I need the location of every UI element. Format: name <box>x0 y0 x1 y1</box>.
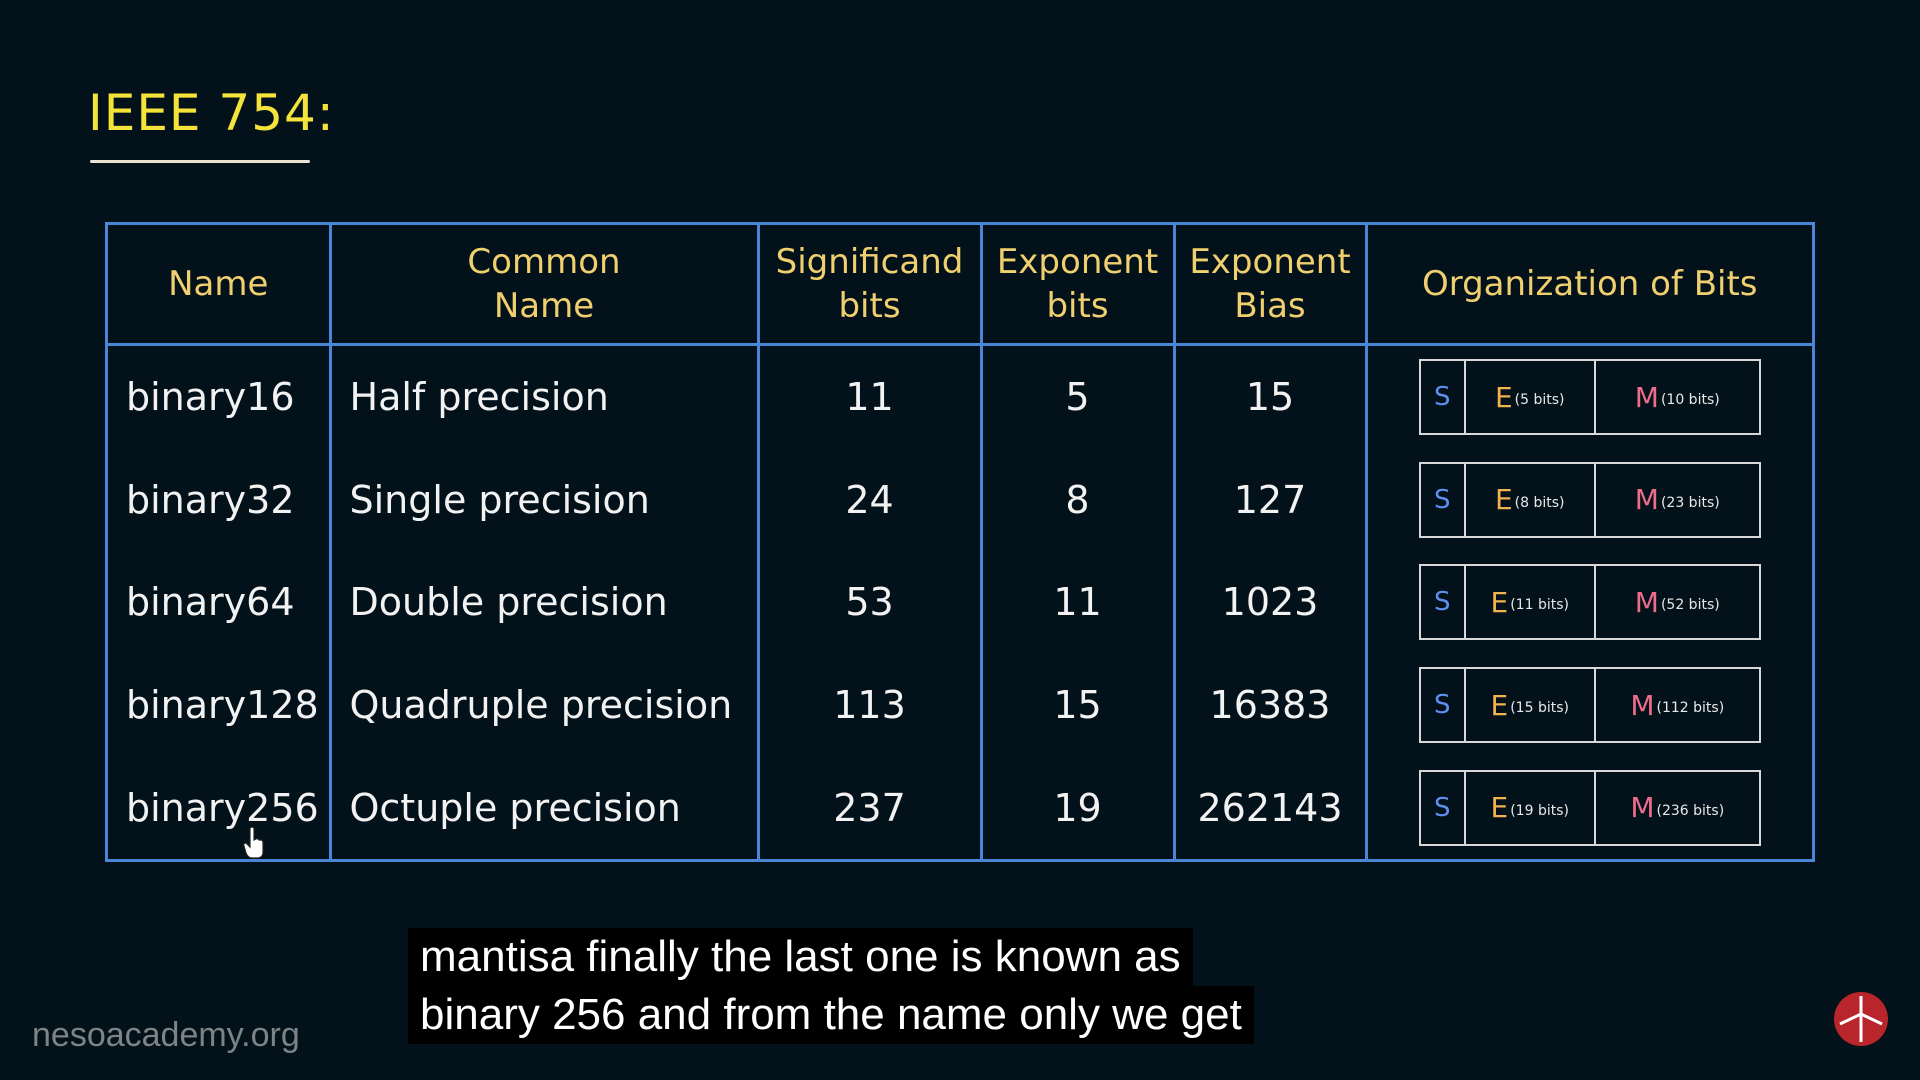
bit-layout-diagram: S E (5 bits) M (10 bits) <box>1418 359 1761 436</box>
cell-name: binary128 <box>126 683 319 728</box>
cell-exponent: 19 <box>979 756 1174 859</box>
cell-bias: 262143 <box>1172 756 1366 859</box>
neso-logo-icon <box>1834 992 1888 1046</box>
ieee754-table: Name Common Name Significand bits Exponent… <box>105 222 1815 862</box>
cell-common-name: Half precision <box>328 344 758 449</box>
subtitle-caption: mantisa finally the last one is known as… <box>408 928 1328 1044</box>
bit-layout-diagram: S E (19 bits) M (236 bits) <box>1418 769 1761 846</box>
header-significand-bits: Significand bits <box>756 225 981 346</box>
mantissa-segment: M (112 bits) <box>1630 688 1725 722</box>
cell-organization: S E (11 bits) M (52 bits) <box>1364 551 1812 654</box>
mantissa-segment: M (236 bits) <box>1630 791 1725 825</box>
bit-layout-diagram: S E (8 bits) M (23 bits) <box>1418 461 1761 538</box>
exponent-segment: E (5 bits) <box>1466 361 1596 434</box>
sign-bit-segment: S <box>1421 566 1466 639</box>
header-exponent-bits: Exponent bits <box>979 225 1174 346</box>
cell-name: binary32 <box>126 477 295 522</box>
cell-common-name: Double precision <box>328 551 758 654</box>
mantissa-segment: M (23 bits) <box>1634 483 1720 517</box>
caption-line-2: binary 256 and from the name only we get <box>408 986 1254 1044</box>
slide-title: IEEE 754: <box>88 84 335 142</box>
cell-name: binary64 <box>126 580 295 625</box>
exponent-segment: E (11 bits) <box>1466 566 1596 639</box>
cell-name: binary16 <box>126 375 295 420</box>
title-underline <box>90 160 310 163</box>
cell-bias: 1023 <box>1172 551 1366 654</box>
cell-common-name: Octuple precision <box>328 756 758 859</box>
cell-organization: S E (15 bits) M (112 bits) <box>1364 653 1812 757</box>
cell-bias: 15 <box>1172 344 1366 449</box>
exponent-segment: E (19 bits) <box>1466 771 1596 844</box>
header-exponent-bias: Exponent Bias <box>1172 225 1366 346</box>
cell-exponent: 11 <box>979 551 1174 654</box>
sign-bit-segment: S <box>1421 361 1466 434</box>
header-row: Name Common Name Significand bits Exponent… <box>108 225 1812 346</box>
formats-table: Name Common Name Significand bits Exponent… <box>108 225 1812 859</box>
table-row: binary64 Double precision 53 11 1023 S E… <box>108 551 1812 654</box>
cell-significand: 113 <box>756 653 981 757</box>
table-row: binary16 Half precision 11 5 15 S E (5 bi… <box>108 344 1812 449</box>
cell-significand: 11 <box>756 344 981 449</box>
cell-bias: 127 <box>1172 448 1366 552</box>
table-row: binary128 Quadruple precision 113 15 163… <box>108 653 1812 757</box>
mantissa-segment: M (52 bits) <box>1634 585 1720 619</box>
cell-common-name: Single precision <box>328 448 758 552</box>
exponent-segment: E (15 bits) <box>1466 669 1596 742</box>
cell-name: binary256 <box>126 785 319 830</box>
cell-significand: 53 <box>756 551 981 654</box>
cell-organization: S E (5 bits) M (10 bits) <box>1364 344 1812 449</box>
cell-bias: 16383 <box>1172 653 1366 757</box>
cell-exponent: 5 <box>979 344 1174 449</box>
bit-layout-diagram: S E (15 bits) M (112 bits) <box>1418 667 1761 744</box>
hand-pointer-icon <box>243 826 264 859</box>
cell-exponent: 15 <box>979 653 1174 757</box>
header-organization: Organization of Bits <box>1364 225 1812 346</box>
cell-organization: S E (19 bits) M (236 bits) <box>1364 756 1812 859</box>
table-row: binary256 Octuple precision 237 19 26214… <box>108 756 1812 859</box>
cell-organization: S E (8 bits) M (23 bits) <box>1364 448 1812 552</box>
cell-exponent: 8 <box>979 448 1174 552</box>
cell-significand: 24 <box>756 448 981 552</box>
watermark: nesoacademy.org <box>32 1016 300 1054</box>
cell-common-name: Quadruple precision <box>328 653 758 757</box>
header-common-name: Common Name <box>328 225 758 346</box>
sign-bit-segment: S <box>1421 771 1466 844</box>
bit-layout-diagram: S E (11 bits) M (52 bits) <box>1418 564 1761 641</box>
sign-bit-segment: S <box>1421 463 1466 536</box>
exponent-segment: E (8 bits) <box>1466 463 1596 536</box>
mantissa-segment: M (10 bits) <box>1634 380 1720 414</box>
sign-bit-segment: S <box>1421 669 1466 742</box>
table-row: binary32 Single precision 24 8 127 S E (8… <box>108 448 1812 552</box>
header-name: Name <box>108 225 330 346</box>
caption-line-1: mantisa finally the last one is known as <box>408 928 1193 986</box>
cell-significand: 237 <box>756 756 981 859</box>
